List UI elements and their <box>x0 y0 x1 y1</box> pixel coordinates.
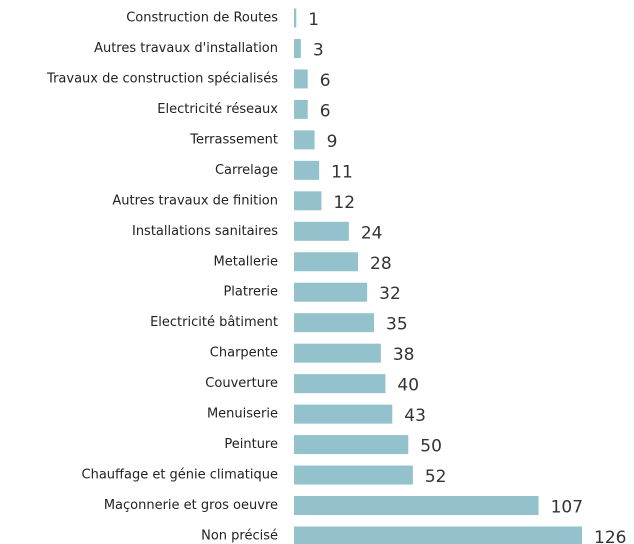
value-label: 107 <box>551 498 583 518</box>
value-label: 52 <box>425 467 447 487</box>
category-label: Autres travaux d'installation <box>94 41 278 56</box>
value-label: 6 <box>320 71 331 91</box>
category-label: Travaux de construction spécialisés <box>46 71 278 86</box>
bar <box>294 99 308 119</box>
bar <box>294 313 374 333</box>
category-label: Maçonnerie et gros oeuvre <box>104 498 278 513</box>
bar <box>294 282 368 302</box>
value-label: 24 <box>361 223 383 243</box>
bar <box>294 8 297 28</box>
category-label: Non précisé <box>201 528 278 543</box>
value-label: 32 <box>379 284 401 304</box>
value-label: 126 <box>594 528 626 544</box>
bar <box>294 465 413 485</box>
bar <box>294 343 381 363</box>
bar <box>294 404 393 424</box>
bar <box>294 526 582 544</box>
value-label: 50 <box>420 437 442 457</box>
bar <box>294 130 315 150</box>
category-label: Installations sanitaires <box>132 224 278 239</box>
bar <box>294 435 409 455</box>
category-label: Charpente <box>210 346 278 361</box>
bar <box>294 496 539 516</box>
category-label: Chauffage et génie climatique <box>82 468 279 483</box>
value-label: 9 <box>327 132 338 152</box>
value-label: 6 <box>320 101 331 121</box>
bar <box>294 374 386 394</box>
value-label: 38 <box>393 345 415 365</box>
category-label: Electricité bâtiment <box>150 315 278 330</box>
bar <box>294 252 358 272</box>
category-label: Menuiserie <box>207 407 278 422</box>
category-label: Carrelage <box>215 163 278 178</box>
value-label: 28 <box>370 254 392 274</box>
bar <box>294 160 320 180</box>
category-label: Autres travaux de finition <box>112 193 278 208</box>
value-label: 1 <box>308 10 319 30</box>
value-label: 40 <box>397 376 419 396</box>
category-label: Metallerie <box>214 254 278 269</box>
category-label: Electricité réseaux <box>157 102 278 117</box>
bar <box>294 221 349 241</box>
category-label: Terrassement <box>189 132 278 147</box>
value-label: 12 <box>333 193 355 213</box>
category-label: Couverture <box>205 376 278 391</box>
bar <box>294 38 301 58</box>
value-label: 35 <box>386 315 408 335</box>
bar <box>294 69 308 89</box>
category-label: Construction de Routes <box>126 11 278 26</box>
category-label: Platrerie <box>223 285 278 300</box>
category-label: Peinture <box>224 437 278 452</box>
value-label: 3 <box>313 40 324 60</box>
value-label: 43 <box>404 406 426 426</box>
value-label: 11 <box>331 162 353 182</box>
bar <box>294 191 322 211</box>
